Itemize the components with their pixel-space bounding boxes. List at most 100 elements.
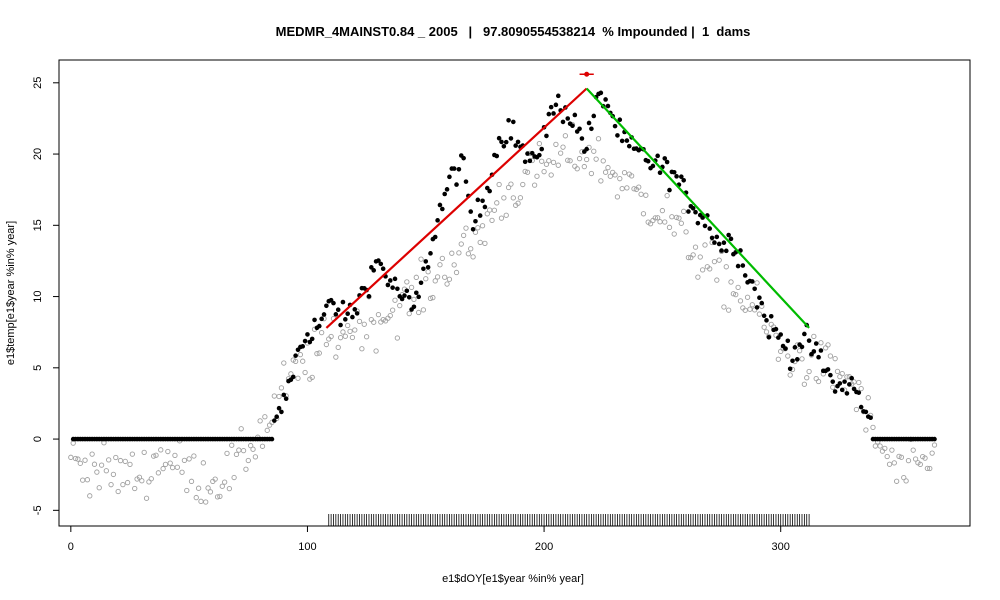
fit-lines-layer (325, 87, 810, 329)
other-point (463, 225, 469, 231)
other-point (550, 159, 557, 166)
other-point (761, 324, 767, 330)
falling-limb-line (585, 87, 810, 329)
other-point (628, 173, 635, 179)
observed-point (546, 111, 552, 117)
other-point (893, 478, 900, 484)
other-point (699, 267, 706, 273)
other-point (240, 447, 247, 454)
rug-layer (328, 514, 810, 526)
observed-point (456, 167, 462, 172)
other-point (340, 329, 346, 335)
other-point (198, 498, 204, 504)
other-point (927, 465, 933, 472)
observed-point (695, 220, 701, 226)
other-point (371, 319, 377, 325)
observed-point (565, 116, 571, 121)
observed-point (414, 290, 419, 296)
peak-layer (579, 71, 594, 77)
observed-point (404, 288, 410, 294)
observed-point (764, 318, 769, 323)
observed-point (345, 311, 350, 317)
other-point (749, 302, 755, 308)
other-point (818, 340, 824, 346)
other-point (238, 426, 244, 432)
other-point (150, 453, 157, 459)
other-point (872, 443, 879, 449)
observed-point (802, 331, 807, 337)
observed-point (863, 409, 869, 415)
other-point (158, 447, 164, 453)
observed-point (785, 338, 791, 344)
observed-point (742, 273, 748, 278)
other-point (153, 452, 159, 458)
other-point (669, 214, 675, 220)
other-point (591, 148, 597, 154)
other-point (853, 406, 860, 413)
observed-point (681, 177, 686, 183)
observed-point (440, 206, 445, 212)
observed-point (302, 338, 308, 344)
observed-point (508, 136, 514, 141)
observed-point (700, 215, 705, 220)
other-point (886, 461, 893, 467)
observed-point (723, 248, 729, 254)
other-point (453, 269, 460, 276)
other-point (472, 229, 479, 235)
other-point (477, 239, 483, 246)
other-point (451, 262, 457, 268)
other-point (98, 462, 105, 468)
other-point (191, 453, 197, 459)
other-point (666, 224, 673, 230)
observed-point (873, 436, 878, 442)
other-point (520, 181, 526, 188)
observed-point (513, 143, 518, 148)
other-point (432, 278, 438, 284)
other-point (655, 215, 661, 221)
other-point (806, 368, 812, 375)
other-point (595, 136, 602, 142)
observed-point (605, 103, 611, 109)
observed-point (830, 379, 836, 384)
other-point (375, 311, 382, 318)
observed-point (773, 326, 779, 332)
other-point (349, 334, 356, 341)
other-point (141, 449, 147, 456)
other-point (612, 172, 618, 178)
other-point (619, 185, 625, 192)
observed-point (437, 202, 443, 208)
other-point (217, 493, 223, 500)
other-point (174, 464, 180, 470)
other-point (172, 452, 178, 458)
other-point (87, 493, 93, 499)
other-point (316, 350, 322, 356)
observed-point (761, 313, 767, 319)
other-point (124, 479, 131, 486)
other-point (276, 393, 282, 400)
other-point (465, 251, 472, 257)
other-point (352, 327, 358, 333)
other-point (508, 181, 514, 187)
observed-point (693, 209, 698, 215)
observed-point (847, 382, 852, 387)
observed-point (560, 119, 566, 125)
other-point (844, 374, 850, 380)
other-point (233, 451, 240, 458)
other-point (744, 294, 751, 300)
observed-point (932, 436, 937, 442)
other-point (106, 457, 112, 463)
other-point (799, 356, 805, 362)
other-point (224, 450, 230, 457)
other-point (695, 274, 701, 280)
other-point (319, 329, 325, 336)
other-point (733, 291, 739, 298)
observed-point (418, 280, 424, 286)
observed-point (503, 139, 509, 145)
other-point (922, 455, 928, 461)
observed-point (757, 295, 762, 301)
observed-point (432, 234, 438, 240)
observed-point (740, 263, 746, 268)
other-point (600, 158, 606, 164)
other-point (752, 307, 758, 313)
